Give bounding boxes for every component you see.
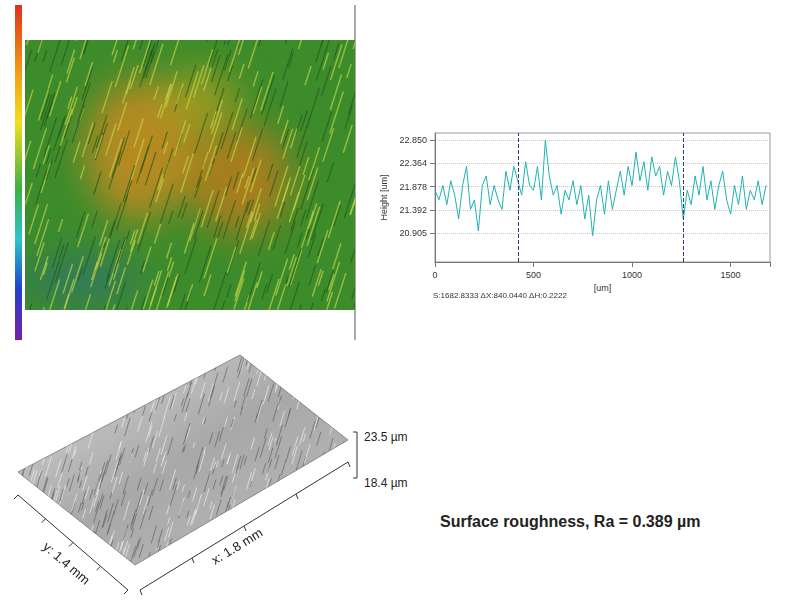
svg-text:1500: 1500 xyxy=(721,270,741,280)
svg-text:21.392: 21.392 xyxy=(399,205,427,215)
svg-text:0: 0 xyxy=(432,270,437,280)
svg-text:Height [um]: Height [um] xyxy=(379,174,389,220)
html-text:Surface roughness, Ra = 0.389: Surface roughness, Ra = 0.389 µm xyxy=(440,513,701,530)
svg-text:23.5 µm: 23.5 µm xyxy=(364,430,408,444)
svg-text:[um]: [um] xyxy=(594,283,612,293)
svg-text:18.4 µm: 18.4 µm xyxy=(364,476,408,490)
html-text:S:1682.8333 ΔX:840.0440 ΔH:0.2: S:1682.8333 ΔX:840.0440 ΔH:0.2222 xyxy=(433,291,567,300)
svg-text:22.364: 22.364 xyxy=(399,158,427,168)
svg-text:y: 1.4 mm: y: 1.4 mm xyxy=(40,539,93,588)
svg-text:1000: 1000 xyxy=(622,270,642,280)
svg-text:21.878: 21.878 xyxy=(399,182,427,192)
svg-text:x: 1.8 mm: x: 1.8 mm xyxy=(209,525,265,568)
svg-text:22.850: 22.850 xyxy=(399,135,427,145)
svg-text:500: 500 xyxy=(526,270,541,280)
svg-text:20.905: 20.905 xyxy=(399,228,427,238)
